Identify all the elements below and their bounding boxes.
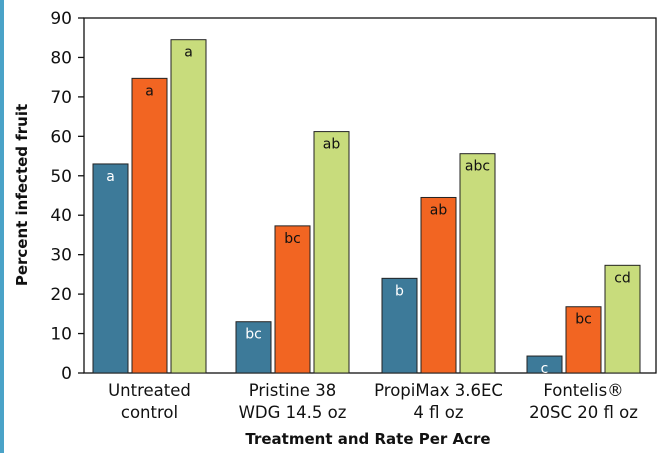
x-tick-label: Untreated — [108, 381, 191, 400]
bar — [313, 131, 350, 374]
bar-significance-label: bc — [284, 231, 301, 247]
y-tick-label: 80 — [50, 48, 72, 68]
y-axis-title: Percent infected fruit — [13, 104, 31, 286]
y-tick-label: 30 — [50, 246, 72, 266]
y-tick-label: 40 — [50, 206, 72, 226]
bar — [131, 77, 168, 374]
x-tick-label: control — [121, 403, 178, 422]
bar-significance-label: c — [541, 361, 549, 377]
y-tick-label: 50 — [50, 167, 72, 187]
bar — [170, 39, 207, 374]
bar — [459, 153, 496, 374]
y-tick-label: 60 — [50, 127, 72, 147]
bar-significance-label: abc — [465, 159, 490, 175]
bar — [274, 225, 311, 374]
bar-significance-label: a — [145, 83, 154, 99]
y-tick-label: 70 — [50, 88, 72, 108]
bar-significance-label: a — [184, 45, 193, 61]
y-tick-label: 10 — [50, 325, 72, 345]
bar — [381, 277, 418, 374]
y-tick-label: 0 — [61, 364, 72, 384]
x-tick-label: WDG 14.5 oz — [239, 403, 347, 422]
x-tick-label: Pristine 38 — [249, 381, 337, 400]
bar — [235, 321, 272, 374]
x-tick-label: PropiMax 3.6EC — [374, 381, 503, 400]
x-axis-title: Treatment and Rate Per Acre — [245, 430, 490, 448]
bar-significance-label: a — [106, 169, 115, 185]
y-tick-label: 90 — [50, 9, 72, 29]
y-tick-label: 20 — [50, 285, 72, 305]
bar-significance-label: ab — [323, 137, 341, 153]
x-tick-label: 20SC 20 fl oz — [529, 403, 638, 422]
frame-border — [0, 0, 4, 453]
bar — [565, 306, 602, 374]
bar-significance-label: bc — [575, 312, 592, 328]
bar-significance-label: b — [395, 283, 404, 299]
bar-significance-label: cd — [614, 270, 631, 286]
x-tick-label: 4 fl oz — [413, 403, 463, 422]
x-tick-label: Fontelis® — [543, 381, 623, 400]
plot-frame — [83, 17, 657, 374]
bar — [92, 163, 129, 374]
bar — [526, 355, 563, 374]
bar-significance-label: bc — [245, 327, 262, 343]
bar — [420, 196, 457, 374]
bar — [604, 264, 641, 374]
bar-significance-label: ab — [430, 202, 448, 218]
